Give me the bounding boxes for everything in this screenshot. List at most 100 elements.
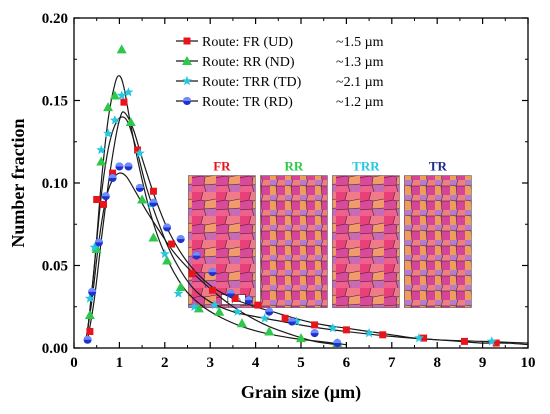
data-point-series-3-highlight bbox=[115, 162, 124, 167]
data-point-series-1 bbox=[162, 255, 173, 265]
data-point-series-1 bbox=[125, 116, 136, 126]
data-point-series-3 bbox=[287, 317, 296, 326]
y-tick-label: 0.00 bbox=[42, 341, 68, 357]
data-point-series-0 bbox=[149, 187, 157, 195]
data-point-series-1 bbox=[103, 102, 114, 112]
legend-average-series-1: ~1.3 µm bbox=[336, 55, 384, 70]
data-point-series-0 bbox=[188, 270, 196, 278]
legend-label-series-3: Route: TR (RD) bbox=[202, 95, 293, 110]
ebsd-map-fr bbox=[188, 175, 256, 308]
data-point-series-1 bbox=[116, 44, 127, 54]
data-point-series-3-highlight bbox=[124, 162, 133, 167]
data-point-series-1 bbox=[264, 326, 275, 336]
x-tick-label: 3 bbox=[206, 355, 214, 371]
data-point-series-3 bbox=[310, 329, 319, 338]
x-tick-label: 5 bbox=[297, 355, 305, 371]
x-tick-label: 2 bbox=[161, 355, 169, 371]
legend-label-series-1: Route: RR (ND) bbox=[202, 55, 295, 70]
data-point-series-3-highlight bbox=[163, 223, 172, 228]
data-point-series-3-highlight bbox=[88, 287, 97, 292]
data-point-series-2 bbox=[123, 87, 134, 97]
data-point-series-0 bbox=[168, 240, 176, 248]
data-point-series-3-highlight bbox=[244, 296, 253, 301]
data-point-series-3-highlight bbox=[176, 235, 185, 240]
data-point-series-3 bbox=[149, 198, 158, 207]
x-tick-label: 0 bbox=[70, 355, 78, 371]
data-point-series-1 bbox=[214, 306, 225, 316]
data-point-series-3 bbox=[83, 335, 92, 344]
data-point-series-2 bbox=[364, 327, 374, 338]
data-point-series-2 bbox=[103, 128, 113, 138]
data-point-series-0 bbox=[460, 337, 468, 345]
data-point-series-2 bbox=[327, 323, 338, 333]
data-point-series-2 bbox=[291, 316, 302, 326]
data-point-series-3 bbox=[108, 174, 117, 183]
x-tick-label: 9 bbox=[479, 355, 487, 371]
legend: Route: FR (UD) ~1.5 µm Route: RR (ND) ~1.3 … bbox=[176, 35, 384, 110]
data-point-series-2 bbox=[189, 301, 200, 311]
data-point-series-2 bbox=[159, 248, 170, 259]
data-point-series-2 bbox=[209, 299, 220, 310]
data-point-series-3-highlight bbox=[226, 289, 235, 294]
data-point-series-1 bbox=[91, 244, 102, 253]
data-point-series-3 bbox=[333, 339, 342, 348]
data-point-series-2 bbox=[134, 148, 145, 158]
y-axis-title: Number fraction bbox=[8, 118, 28, 247]
data-point-series-0 bbox=[120, 98, 128, 106]
data-markers bbox=[83, 44, 500, 348]
ebsd-label-trr: TRR bbox=[352, 159, 380, 174]
ebsd-label-tr: TR bbox=[429, 159, 448, 174]
data-point-series-1 bbox=[236, 318, 247, 328]
data-point-series-3-highlight bbox=[108, 174, 117, 179]
x-tick-label: 7 bbox=[388, 355, 396, 371]
data-point-series-3 bbox=[265, 307, 274, 316]
legend-marker-series-3 bbox=[183, 97, 191, 105]
data-point-series-3 bbox=[94, 238, 103, 247]
x-tick-label: 4 bbox=[252, 355, 260, 371]
data-point-series-2 bbox=[96, 144, 107, 155]
data-point-series-0 bbox=[134, 146, 142, 154]
x-tick-label: 6 bbox=[343, 355, 351, 371]
data-point-series-2 bbox=[414, 332, 424, 343]
data-point-series-3-highlight bbox=[101, 192, 110, 197]
data-point-series-0 bbox=[109, 169, 117, 177]
data-point-series-1 bbox=[84, 310, 95, 319]
data-point-series-2 bbox=[173, 288, 184, 298]
data-point-series-3-highlight bbox=[208, 268, 217, 273]
legend-label-series-0: Route: FR (UD) bbox=[202, 35, 293, 50]
data-point-series-3-highlight bbox=[94, 238, 103, 243]
data-point-series-0 bbox=[281, 314, 289, 322]
data-point-series-3-highlight bbox=[149, 198, 158, 203]
data-point-series-3-highlight bbox=[135, 183, 144, 188]
data-point-series-3-highlight bbox=[310, 329, 319, 334]
data-point-series-3 bbox=[176, 235, 185, 244]
ebsd-map-tr bbox=[404, 175, 472, 308]
legend-marker-series-1 bbox=[182, 56, 192, 65]
data-point-series-2 bbox=[259, 313, 270, 323]
fit-curve-series-2 bbox=[87, 116, 529, 344]
data-point-series-1 bbox=[96, 156, 107, 166]
y-tick-label: 0.20 bbox=[42, 11, 68, 27]
ebsd-map-trr bbox=[332, 175, 400, 308]
data-point-series-0 bbox=[254, 301, 262, 309]
data-point-series-0 bbox=[100, 200, 108, 208]
legend-marker-series-0 bbox=[183, 37, 191, 45]
fit-curve-series-1 bbox=[87, 75, 347, 346]
data-point-series-0 bbox=[231, 295, 239, 302]
data-point-series-0 bbox=[93, 196, 101, 203]
data-point-series-2 bbox=[116, 90, 127, 100]
legend-marker-series-2 bbox=[182, 75, 192, 86]
data-point-series-3-highlight bbox=[287, 317, 296, 322]
data-point-series-3 bbox=[208, 268, 217, 277]
data-point-series-2 bbox=[89, 242, 100, 252]
data-point-series-0 bbox=[208, 286, 216, 294]
data-point-series-3 bbox=[124, 162, 133, 171]
data-point-series-3 bbox=[135, 183, 144, 192]
data-point-series-3 bbox=[115, 162, 124, 171]
data-point-series-3 bbox=[101, 192, 110, 201]
ebsd-map-rr bbox=[260, 175, 328, 308]
data-point-series-0 bbox=[342, 326, 350, 334]
y-tick-label: 0.15 bbox=[42, 94, 68, 110]
data-point-series-3-highlight bbox=[192, 251, 201, 256]
